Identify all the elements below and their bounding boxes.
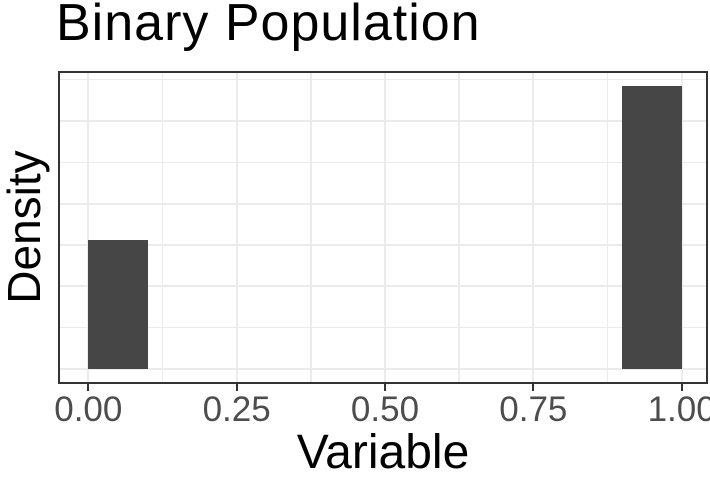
gridline-major-horizontal — [59, 285, 707, 288]
gridline-minor-horizontal — [59, 244, 707, 246]
x-axis-tick — [680, 384, 683, 391]
x-axis-title: Variable — [296, 426, 470, 479]
x-axis-tick-label: 0.25 — [202, 390, 271, 429]
gridline-minor-vertical — [458, 72, 460, 383]
plot-title: Binary Population — [56, 0, 481, 52]
gridline-major-vertical — [235, 72, 238, 383]
gridline-minor-vertical — [161, 72, 164, 383]
gridline-major-vertical — [383, 72, 386, 383]
x-axis-tick-label: 0.50 — [350, 390, 420, 429]
gridline-minor-vertical — [606, 72, 609, 383]
gridline-minor-horizontal — [59, 78, 707, 81]
x-axis-tick-label: 0.00 — [54, 390, 123, 429]
x-axis-tick-label: 0.75 — [499, 390, 568, 429]
gridline-major-horizontal — [59, 202, 707, 205]
gridline-major-horizontal — [59, 120, 707, 122]
x-axis-tick-label: 1.00 — [647, 390, 710, 429]
y-axis-title: Density — [0, 150, 50, 304]
gridline-minor-vertical — [310, 72, 312, 383]
plot-panel — [58, 71, 708, 384]
x-axis-tick — [383, 384, 386, 391]
histogram-bar — [88, 239, 148, 369]
gridline-major-vertical — [680, 72, 683, 383]
x-axis-tick — [235, 384, 238, 391]
histogram-bar — [622, 85, 682, 369]
gridline-minor-horizontal — [59, 326, 707, 329]
x-axis-tick — [87, 384, 90, 391]
gridline-major-horizontal — [59, 367, 707, 370]
gridline-minor-horizontal — [59, 161, 707, 164]
gridline-major-vertical — [532, 72, 535, 383]
x-axis-tick — [532, 384, 535, 391]
gridline-major-vertical — [87, 72, 90, 383]
